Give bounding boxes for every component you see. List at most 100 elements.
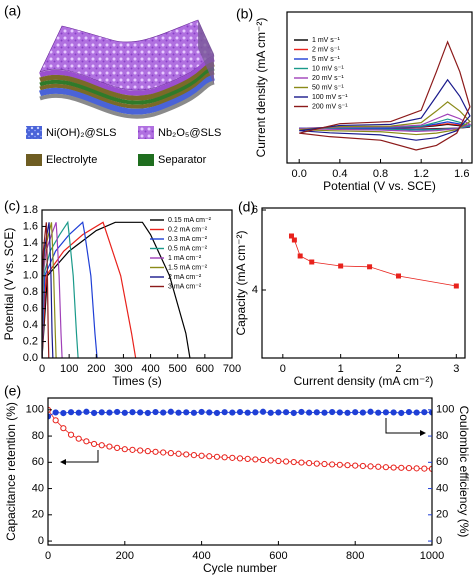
panel-label: (a) [4, 3, 21, 19]
marker [213, 453, 221, 460]
series-line [42, 221, 98, 358]
x-axis-label: Times (s) [112, 374, 162, 388]
legend-label: 1.5 mA cm⁻² [168, 264, 208, 271]
marker [106, 443, 113, 450]
legend-swatch [138, 126, 154, 139]
x-tick-label: 500 [169, 363, 187, 375]
x-tick-label: 300 [114, 363, 132, 375]
x-axis-label: Current density (mA cm⁻²) [294, 374, 434, 388]
y2-tick-label: 80 [436, 430, 448, 442]
marker [144, 409, 151, 417]
x-axis-label: Potential (V vs. SCE) [323, 179, 436, 193]
marker [398, 464, 405, 471]
marker [329, 408, 336, 416]
marker [259, 456, 267, 464]
legend-label: 2 mA cm⁻² [168, 274, 202, 281]
x-tick-label: 800 [346, 550, 364, 562]
marker [167, 408, 174, 415]
chart-panel: (d) 0 1 2 3 4 6 Current density (mA cm⁻²) Capaci… [234, 199, 466, 388]
y-tick-label: 20 [32, 509, 44, 521]
marker [275, 457, 282, 465]
legend-swatch [26, 126, 42, 139]
x-tick-label: 400 [192, 550, 210, 562]
marker [144, 448, 151, 455]
marker [267, 409, 274, 416]
marker [375, 463, 382, 470]
legend-label: 0.15 mA cm⁻² [168, 217, 212, 224]
marker [121, 446, 128, 453]
axes-frame [47, 397, 433, 546]
marker [106, 409, 113, 416]
marker [413, 465, 420, 472]
legend-label: 0.2 mA cm⁻² [168, 226, 208, 233]
x-tick-label: 0 [39, 363, 45, 375]
marker [321, 460, 328, 468]
x-tick-label: 1.6 [454, 168, 469, 180]
marker [152, 448, 159, 455]
x-tick-label: 2 [395, 363, 401, 375]
legend-label: 200 mV s⁻¹ [312, 103, 348, 110]
y-tick-label: 40 [32, 482, 44, 494]
legend-label: 50 mV s⁻¹ [312, 84, 344, 91]
y-tick-label: 0.2 [23, 335, 38, 347]
series-line [42, 222, 63, 358]
y-tick-label: 100 [26, 404, 44, 416]
marker [413, 409, 420, 416]
marker [129, 409, 136, 416]
y-tick-label: 6 [252, 204, 258, 216]
series-line [299, 40, 471, 151]
axes-frame [41, 209, 233, 359]
marker [336, 409, 343, 416]
x-tick-label: 600 [269, 550, 287, 562]
marker [152, 408, 159, 416]
marker [288, 233, 294, 239]
marker [190, 451, 198, 459]
marker [352, 462, 359, 469]
legend-swatch [138, 154, 154, 166]
marker [183, 451, 190, 458]
series-line [42, 222, 50, 358]
series-line [291, 235, 457, 287]
marker [52, 409, 59, 416]
marker [236, 455, 244, 462]
marker [198, 452, 205, 459]
marker [190, 409, 198, 416]
marker [297, 253, 303, 259]
panel-label: (c) [4, 198, 20, 214]
marker [359, 462, 366, 470]
marker [359, 409, 366, 416]
marker [52, 417, 59, 424]
x-tick-label: 0 [45, 550, 51, 562]
legend-label: 20 mV s⁻¹ [312, 75, 344, 82]
marker [137, 409, 144, 416]
panel-label: (d) [238, 199, 255, 215]
marker [206, 409, 213, 416]
marker [198, 408, 205, 416]
y-axis-label: Potential (V vs. SCE) [2, 228, 16, 341]
marker [98, 409, 105, 416]
series-line [42, 220, 79, 358]
y-tick-label: 0.8 [23, 286, 38, 298]
marker [229, 409, 236, 416]
legend-label: 0.3 mA cm⁻² [168, 236, 208, 243]
marker [382, 409, 390, 416]
x-tick-label: 1000 [420, 550, 444, 562]
marker [75, 409, 82, 416]
legend-label: Electrolyte [46, 154, 97, 166]
x-tick-label: 0.4 [332, 168, 347, 180]
marker [290, 458, 297, 466]
y-tick-label: 1.2 [23, 253, 38, 265]
y-tick-label: 1.0 [23, 270, 38, 282]
y-tick-label: 0.6 [23, 303, 38, 315]
legend-label: 100 mV s⁻¹ [312, 94, 348, 101]
x-tick-label: 400 [141, 363, 159, 375]
y2-tick-label: 60 [436, 456, 448, 468]
marker [298, 408, 305, 416]
marker [67, 431, 75, 438]
marker [229, 454, 236, 461]
marker [275, 409, 282, 416]
plot-area [299, 40, 472, 151]
marker [321, 409, 328, 416]
legend-label: 5 mV s⁻¹ [312, 56, 340, 63]
